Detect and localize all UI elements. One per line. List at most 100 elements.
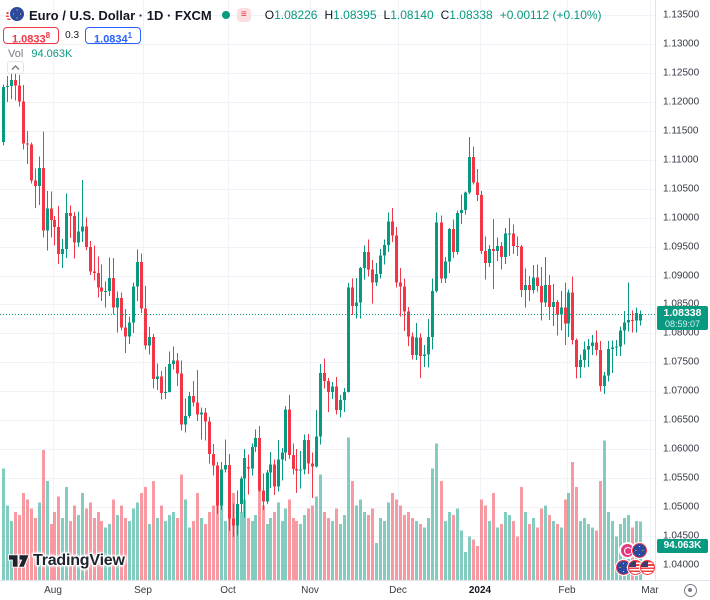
candle-wick (205, 408, 206, 441)
volume-bar (587, 524, 590, 580)
volume-bar (269, 518, 272, 580)
scroll-to-realtime-icon[interactable] (684, 584, 697, 597)
volume-bar (371, 508, 374, 580)
candle-body (627, 320, 630, 323)
volume-bar (295, 521, 298, 580)
candle-body (136, 262, 139, 287)
volume-bar (528, 524, 531, 580)
volume-bar (22, 493, 25, 580)
candle-body (327, 380, 330, 392)
candle-wick (78, 211, 79, 248)
time-tick-label: Oct (220, 585, 236, 596)
volume-bar (516, 536, 519, 580)
candle-wick (94, 245, 95, 281)
volume-bar (367, 514, 370, 580)
volume-bar (188, 527, 191, 580)
volume-bar (339, 524, 342, 580)
candle-body (383, 244, 386, 256)
candle-body (435, 222, 438, 292)
volume-bar (492, 493, 495, 580)
candle-body (504, 233, 507, 257)
tradingview-mark-icon (8, 554, 29, 568)
price-tick-label: 1.10000 (663, 212, 700, 224)
candle-body (403, 286, 406, 312)
open-value: 1.08226 (274, 8, 318, 22)
candle-body (560, 307, 563, 315)
candle-body (375, 273, 378, 283)
candle-body (26, 143, 29, 145)
data-window-icon[interactable]: ≡ (236, 8, 251, 22)
candle-body (464, 192, 467, 211)
volume-bar (579, 521, 582, 580)
eu-event-flag-icon[interactable] (616, 560, 631, 575)
volume-bar (148, 524, 151, 580)
candle-wick (7, 75, 8, 102)
candle-body (371, 269, 374, 283)
candle-body (571, 292, 574, 340)
volume-bar (611, 521, 614, 580)
sell-button[interactable]: 1.08338 (3, 27, 60, 46)
candle-body (415, 337, 418, 355)
candle-body (607, 349, 610, 376)
low-label: L (383, 8, 391, 22)
candle-wick (612, 340, 613, 373)
candle-wick (282, 448, 283, 481)
volume-bar (81, 493, 84, 580)
candle-body (496, 246, 499, 252)
buy-button[interactable]: 1.08341 (85, 27, 142, 46)
time-tick-label: Sep (134, 585, 152, 596)
volume-bar (208, 511, 211, 580)
candle-body (128, 322, 131, 337)
volume-bar (607, 511, 610, 580)
candle-body (456, 213, 459, 252)
volume-bar (460, 530, 463, 580)
volume-bar (512, 521, 515, 580)
candle-body (216, 465, 219, 506)
candle-body (196, 402, 199, 415)
candle-body (277, 459, 280, 487)
collapse-pane-button[interactable] (7, 61, 24, 74)
candle-body (172, 360, 175, 365)
candle-body (520, 246, 523, 290)
price-tick-label: 1.06000 (663, 443, 700, 455)
us-event-flag-icon[interactable] (640, 560, 655, 575)
candle-wick (185, 398, 186, 433)
volume-bar (42, 449, 45, 580)
volume-bar (407, 511, 410, 580)
volume-bar (258, 487, 261, 580)
volume-bar (540, 508, 543, 580)
symbol-title[interactable]: Euro / U.S. Dollar · 1D · FXCM (29, 7, 212, 23)
volume-bar (6, 505, 9, 580)
candle-body (243, 457, 246, 479)
time-axis[interactable]: Aug Sep Oct Nov Dec 2024 Feb Mar (0, 580, 710, 600)
candle-body (315, 436, 318, 467)
candle-wick (509, 218, 510, 256)
volume-bar (379, 518, 382, 580)
candle-body (452, 229, 455, 252)
volume-bar (532, 518, 535, 580)
volume-bar (472, 539, 475, 580)
tradingview-logo[interactable]: TradingView (8, 552, 125, 570)
candle-body (120, 298, 123, 328)
volume-bar (564, 499, 567, 580)
candle-body (22, 101, 25, 144)
price-axis[interactable]: 1.08338 08:59:07 94.063K 1.13500 1.13000 1… (655, 0, 710, 580)
eurusd-pair-icon (6, 6, 24, 24)
volume-bar (363, 511, 366, 580)
candle-body (419, 337, 422, 356)
eu-event-flag-icon[interactable] (632, 543, 647, 558)
volume-bar (556, 524, 559, 580)
candle-body (284, 409, 287, 453)
candle-wick (101, 264, 102, 301)
volume-bar (560, 527, 563, 580)
candle-body (184, 416, 187, 425)
candle-body (281, 452, 284, 460)
candle-body (180, 373, 183, 425)
volume-bar (156, 518, 159, 580)
volume-bar (216, 487, 219, 580)
candle-wick (312, 452, 313, 498)
candle-body (359, 268, 362, 303)
candle-wick (461, 194, 462, 224)
candle-body (516, 246, 519, 247)
